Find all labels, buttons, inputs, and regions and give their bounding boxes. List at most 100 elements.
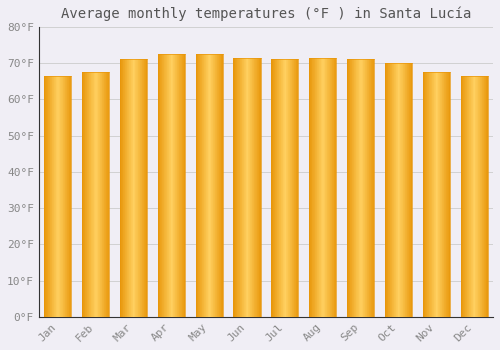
Bar <box>136 60 137 317</box>
Bar <box>253 58 254 317</box>
Bar <box>94 72 95 317</box>
Bar <box>431 72 432 317</box>
Bar <box>322 58 324 317</box>
Bar <box>245 58 246 317</box>
Bar <box>204 54 205 317</box>
Bar <box>243 58 244 317</box>
Bar <box>429 72 430 317</box>
Bar <box>477 76 478 317</box>
Bar <box>163 54 164 317</box>
Bar <box>210 54 211 317</box>
Bar <box>443 72 444 317</box>
Bar <box>405 63 406 317</box>
Bar <box>397 63 398 317</box>
Bar <box>60 76 61 317</box>
Bar <box>433 72 434 317</box>
Bar <box>318 58 320 317</box>
Bar <box>126 60 128 317</box>
Bar <box>249 58 250 317</box>
Bar <box>104 72 105 317</box>
Bar <box>283 60 284 317</box>
Bar <box>287 60 288 317</box>
Bar <box>282 60 283 317</box>
Bar <box>105 72 106 317</box>
Bar <box>82 72 84 317</box>
Bar <box>167 54 168 317</box>
Bar <box>133 60 134 317</box>
Bar <box>295 60 296 317</box>
Bar <box>166 54 167 317</box>
Bar <box>159 54 160 317</box>
Bar <box>162 54 163 317</box>
Bar <box>480 76 481 317</box>
Bar <box>472 76 473 317</box>
Bar <box>484 76 485 317</box>
Bar <box>331 58 332 317</box>
Bar <box>98 72 99 317</box>
Bar <box>53 76 54 317</box>
Bar <box>214 54 216 317</box>
Bar <box>328 58 329 317</box>
Bar <box>291 60 292 317</box>
Bar <box>447 72 448 317</box>
Bar <box>314 58 315 317</box>
Bar <box>96 72 97 317</box>
Bar <box>395 63 396 317</box>
Bar <box>293 60 294 317</box>
Bar <box>462 76 463 317</box>
Bar <box>476 76 477 317</box>
Bar <box>57 76 58 317</box>
Bar <box>296 60 297 317</box>
Bar <box>482 76 483 317</box>
Bar <box>289 60 290 317</box>
Bar <box>207 54 208 317</box>
Bar <box>205 54 206 317</box>
Bar <box>333 58 334 317</box>
Bar <box>201 54 202 317</box>
Bar <box>172 54 174 317</box>
Bar <box>311 58 312 317</box>
Bar <box>252 58 253 317</box>
Bar <box>373 60 374 317</box>
Bar <box>478 76 479 317</box>
Bar <box>330 58 331 317</box>
Bar <box>183 54 184 317</box>
Bar <box>121 60 122 317</box>
Bar <box>174 54 176 317</box>
Bar <box>237 58 238 317</box>
Bar <box>101 72 102 317</box>
Bar <box>351 60 352 317</box>
Bar <box>144 60 145 317</box>
Bar <box>441 72 442 317</box>
Bar <box>55 76 56 317</box>
Bar <box>284 60 285 317</box>
Bar <box>196 54 197 317</box>
Bar <box>49 76 50 317</box>
Bar <box>106 72 107 317</box>
Bar <box>294 60 295 317</box>
Bar <box>211 54 212 317</box>
Bar <box>428 72 429 317</box>
Bar <box>385 63 386 317</box>
Bar <box>332 58 333 317</box>
Bar <box>202 54 203 317</box>
Bar <box>442 72 443 317</box>
Bar <box>475 76 476 317</box>
Bar <box>257 58 258 317</box>
Bar <box>292 60 293 317</box>
Bar <box>390 63 391 317</box>
Bar <box>386 63 387 317</box>
Bar <box>184 54 185 317</box>
Bar <box>364 60 366 317</box>
Bar <box>179 54 180 317</box>
Bar <box>209 54 210 317</box>
Bar <box>48 76 49 317</box>
Bar <box>220 54 222 317</box>
Bar <box>310 58 311 317</box>
Bar <box>206 54 207 317</box>
Bar <box>430 72 431 317</box>
Bar <box>255 58 256 317</box>
Title: Average monthly temperatures (°F ) in Santa Lucía: Average monthly temperatures (°F ) in Sa… <box>60 7 471 21</box>
Bar <box>63 76 64 317</box>
Bar <box>242 58 243 317</box>
